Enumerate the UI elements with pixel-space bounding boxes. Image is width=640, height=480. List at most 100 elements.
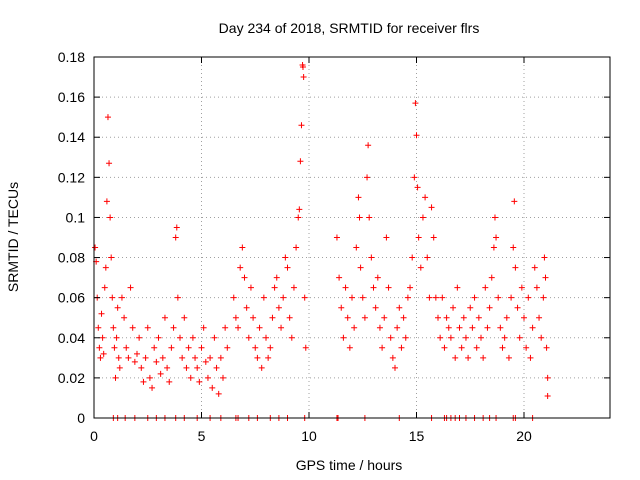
data-point	[177, 334, 183, 341]
data-point	[258, 364, 265, 371]
data-point	[112, 374, 119, 381]
data-point	[499, 344, 506, 351]
data-point	[140, 378, 147, 385]
data-point	[404, 294, 411, 301]
data-point	[400, 314, 407, 321]
data-point	[198, 344, 205, 351]
data-point	[355, 194, 362, 201]
data-point	[297, 158, 304, 165]
data-point	[493, 234, 500, 241]
data-point	[185, 344, 192, 351]
y-tick-label: 0.16	[58, 89, 85, 105]
data-point	[98, 310, 105, 317]
data-point	[415, 234, 422, 241]
data-point	[445, 324, 452, 331]
data-point	[533, 284, 540, 291]
y-tick-label: 0.02	[58, 370, 85, 386]
data-point	[204, 374, 211, 381]
data-point	[256, 324, 263, 331]
data-point	[521, 314, 527, 321]
data-point	[295, 214, 302, 221]
grid	[94, 57, 610, 418]
data-point	[250, 314, 257, 321]
data-point	[383, 234, 390, 241]
data-point	[538, 334, 545, 341]
data-point	[447, 334, 454, 341]
data-point	[456, 324, 463, 331]
data-point	[424, 254, 431, 261]
data-point	[102, 264, 109, 271]
y-tick-label: 0.1	[66, 209, 86, 225]
data-point	[495, 294, 502, 301]
data-point	[269, 314, 276, 321]
data-point	[501, 334, 508, 341]
data-point	[108, 254, 115, 261]
data-point	[412, 100, 419, 107]
data-point	[104, 114, 111, 121]
data-point	[511, 198, 518, 205]
data-point	[181, 314, 188, 321]
data-point	[179, 354, 186, 361]
data-point	[110, 324, 117, 331]
y-tick-label: 0.06	[58, 290, 85, 306]
x-tick-label: 0	[90, 428, 98, 444]
y-tick-label: 0.12	[58, 169, 85, 185]
y-axis: 0 0.02 0.04 0.06 0.08 0.1 0.12 0.14 0.16 0.18	[58, 49, 610, 426]
data-point	[336, 274, 343, 281]
data-point	[443, 314, 450, 321]
data-point	[480, 354, 487, 361]
data-point	[488, 274, 495, 281]
data-point	[271, 284, 278, 291]
data-point	[432, 294, 439, 301]
data-point	[194, 364, 201, 371]
data-point	[286, 314, 293, 321]
data-point	[542, 274, 549, 281]
data-point	[111, 344, 118, 351]
x-tick-label: 20	[516, 428, 532, 444]
data-point	[396, 304, 403, 311]
data-point	[419, 214, 426, 221]
data-point	[263, 334, 269, 341]
data-point	[368, 254, 375, 261]
data-point	[422, 194, 429, 201]
data-point	[247, 284, 254, 291]
data-point	[544, 374, 551, 381]
data-point	[99, 334, 106, 341]
data-point	[452, 354, 459, 361]
data-point	[299, 64, 306, 71]
data-point	[340, 334, 347, 341]
data-point	[523, 344, 530, 351]
y-axis-label: SRMTID / TECUs	[5, 182, 21, 292]
data-point	[172, 234, 179, 241]
data-point	[235, 324, 242, 331]
data-point	[543, 344, 550, 351]
data-point	[239, 244, 246, 251]
data-point	[202, 358, 209, 365]
data-point	[346, 344, 353, 351]
data-point	[508, 294, 515, 301]
data-point	[387, 334, 394, 341]
data-point	[402, 334, 409, 341]
data-point	[381, 314, 388, 321]
data-point	[338, 304, 345, 311]
data-point	[514, 304, 521, 311]
data-point	[298, 122, 305, 129]
data-point	[138, 364, 145, 371]
x-axis: 0 5 10 15 20	[90, 57, 532, 444]
data-point	[280, 294, 287, 301]
data-point	[342, 284, 349, 291]
data-point	[149, 384, 156, 391]
data-point	[486, 304, 493, 311]
data-point	[491, 214, 498, 221]
data-point	[123, 344, 130, 351]
data-point	[275, 304, 282, 311]
data-point	[97, 354, 104, 361]
data-point	[173, 224, 180, 231]
data-point	[465, 354, 472, 361]
data-point	[541, 254, 548, 261]
data-point	[211, 334, 218, 341]
data-point	[536, 314, 543, 321]
data-point	[462, 334, 469, 341]
data-point	[437, 334, 444, 341]
